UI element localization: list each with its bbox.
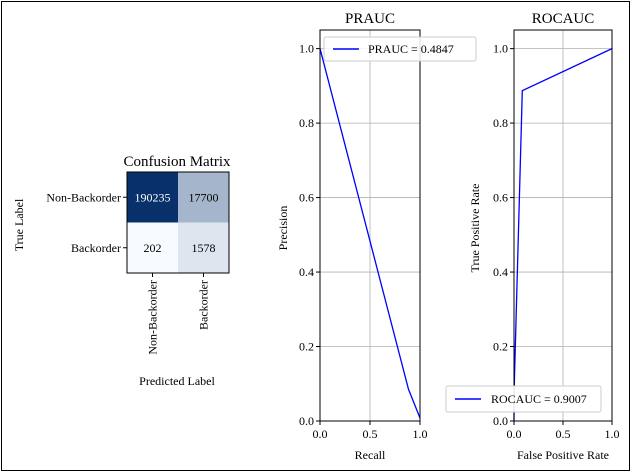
pr-ylabel: Precision [276, 206, 290, 251]
cm-cell-value: 17700 [189, 190, 219, 204]
cm-cell [127, 222, 178, 273]
y-tick-label: 0.4 [299, 265, 314, 279]
x-tick-label: 1.0 [605, 427, 620, 441]
y-tick-label: 1.0 [493, 42, 508, 56]
y-tick-label: 0.0 [493, 414, 508, 428]
y-tick-label: 0.6 [299, 191, 314, 205]
roc-title: ROCAUC [532, 11, 595, 27]
y-tick-label: 0.8 [299, 116, 314, 130]
roc-legend: ROCAUC = 0.9007 [445, 385, 602, 413]
roc-ylabel: True Positive Rate [468, 184, 482, 273]
cm-title: Confusion Matrix [123, 154, 231, 170]
cm-col-label: Backorder [197, 280, 211, 330]
rocauc-chart: ROCAUC False Positive Rate True Positive… [445, 11, 620, 462]
roc-axes-frame [513, 29, 613, 422]
x-tick-label: 0.5 [556, 427, 571, 441]
cm-xlabel: Predicted Label [139, 374, 215, 388]
cm-col-label: Non-Backorder [146, 280, 160, 355]
pr-axes-frame [319, 29, 421, 422]
x-tick-label: 1.0 [413, 427, 428, 441]
pr-legend: PRAUC = 0.4847 [323, 36, 477, 62]
cm-row-label: Backorder [71, 241, 121, 255]
y-tick-label: 1.0 [299, 42, 314, 56]
cm-ylabel: True Label [12, 198, 26, 251]
y-tick-label: 0.4 [493, 265, 508, 279]
prauc-chart: PRAUC Recall Precision 0.0 0.5 1.0 0.0 0.2 0.… [276, 11, 477, 462]
pr-xlabel: Recall [355, 448, 386, 462]
cm-cell-value: 1578 [192, 241, 216, 255]
cm-row-label: Non-Backorder [46, 190, 121, 204]
roc-xlabel: False Positive Rate [517, 448, 609, 462]
pr-title: PRAUC [345, 11, 395, 27]
cm-cell-value: 190235 [135, 190, 171, 204]
cm-cell-value: 202 [144, 241, 162, 255]
cm-cell [178, 172, 229, 223]
x-tick-label: 0.0 [313, 427, 328, 441]
roc-legend-label: ROCAUC = 0.9007 [491, 392, 587, 406]
cm-cell [178, 222, 229, 273]
cm-cell [127, 172, 178, 223]
y-tick-label: 0.8 [493, 116, 508, 130]
roc-legend-box [445, 385, 602, 413]
x-tick-label: 0.5 [363, 427, 378, 441]
confusion-matrix: Confusion Matrix True Label Predicted La… [12, 154, 231, 388]
pr-legend-label: PRAUC = 0.4847 [368, 42, 454, 56]
y-tick-label: 0.2 [493, 340, 508, 354]
x-tick-label: 0.0 [507, 427, 522, 441]
pr-legend-box [323, 36, 477, 62]
y-tick-label: 0.6 [493, 191, 508, 205]
prauc-series-line [319, 48, 421, 419]
y-tick-label: 0.0 [299, 414, 314, 428]
y-tick-label: 0.2 [299, 340, 314, 354]
cm-border [126, 171, 230, 274]
